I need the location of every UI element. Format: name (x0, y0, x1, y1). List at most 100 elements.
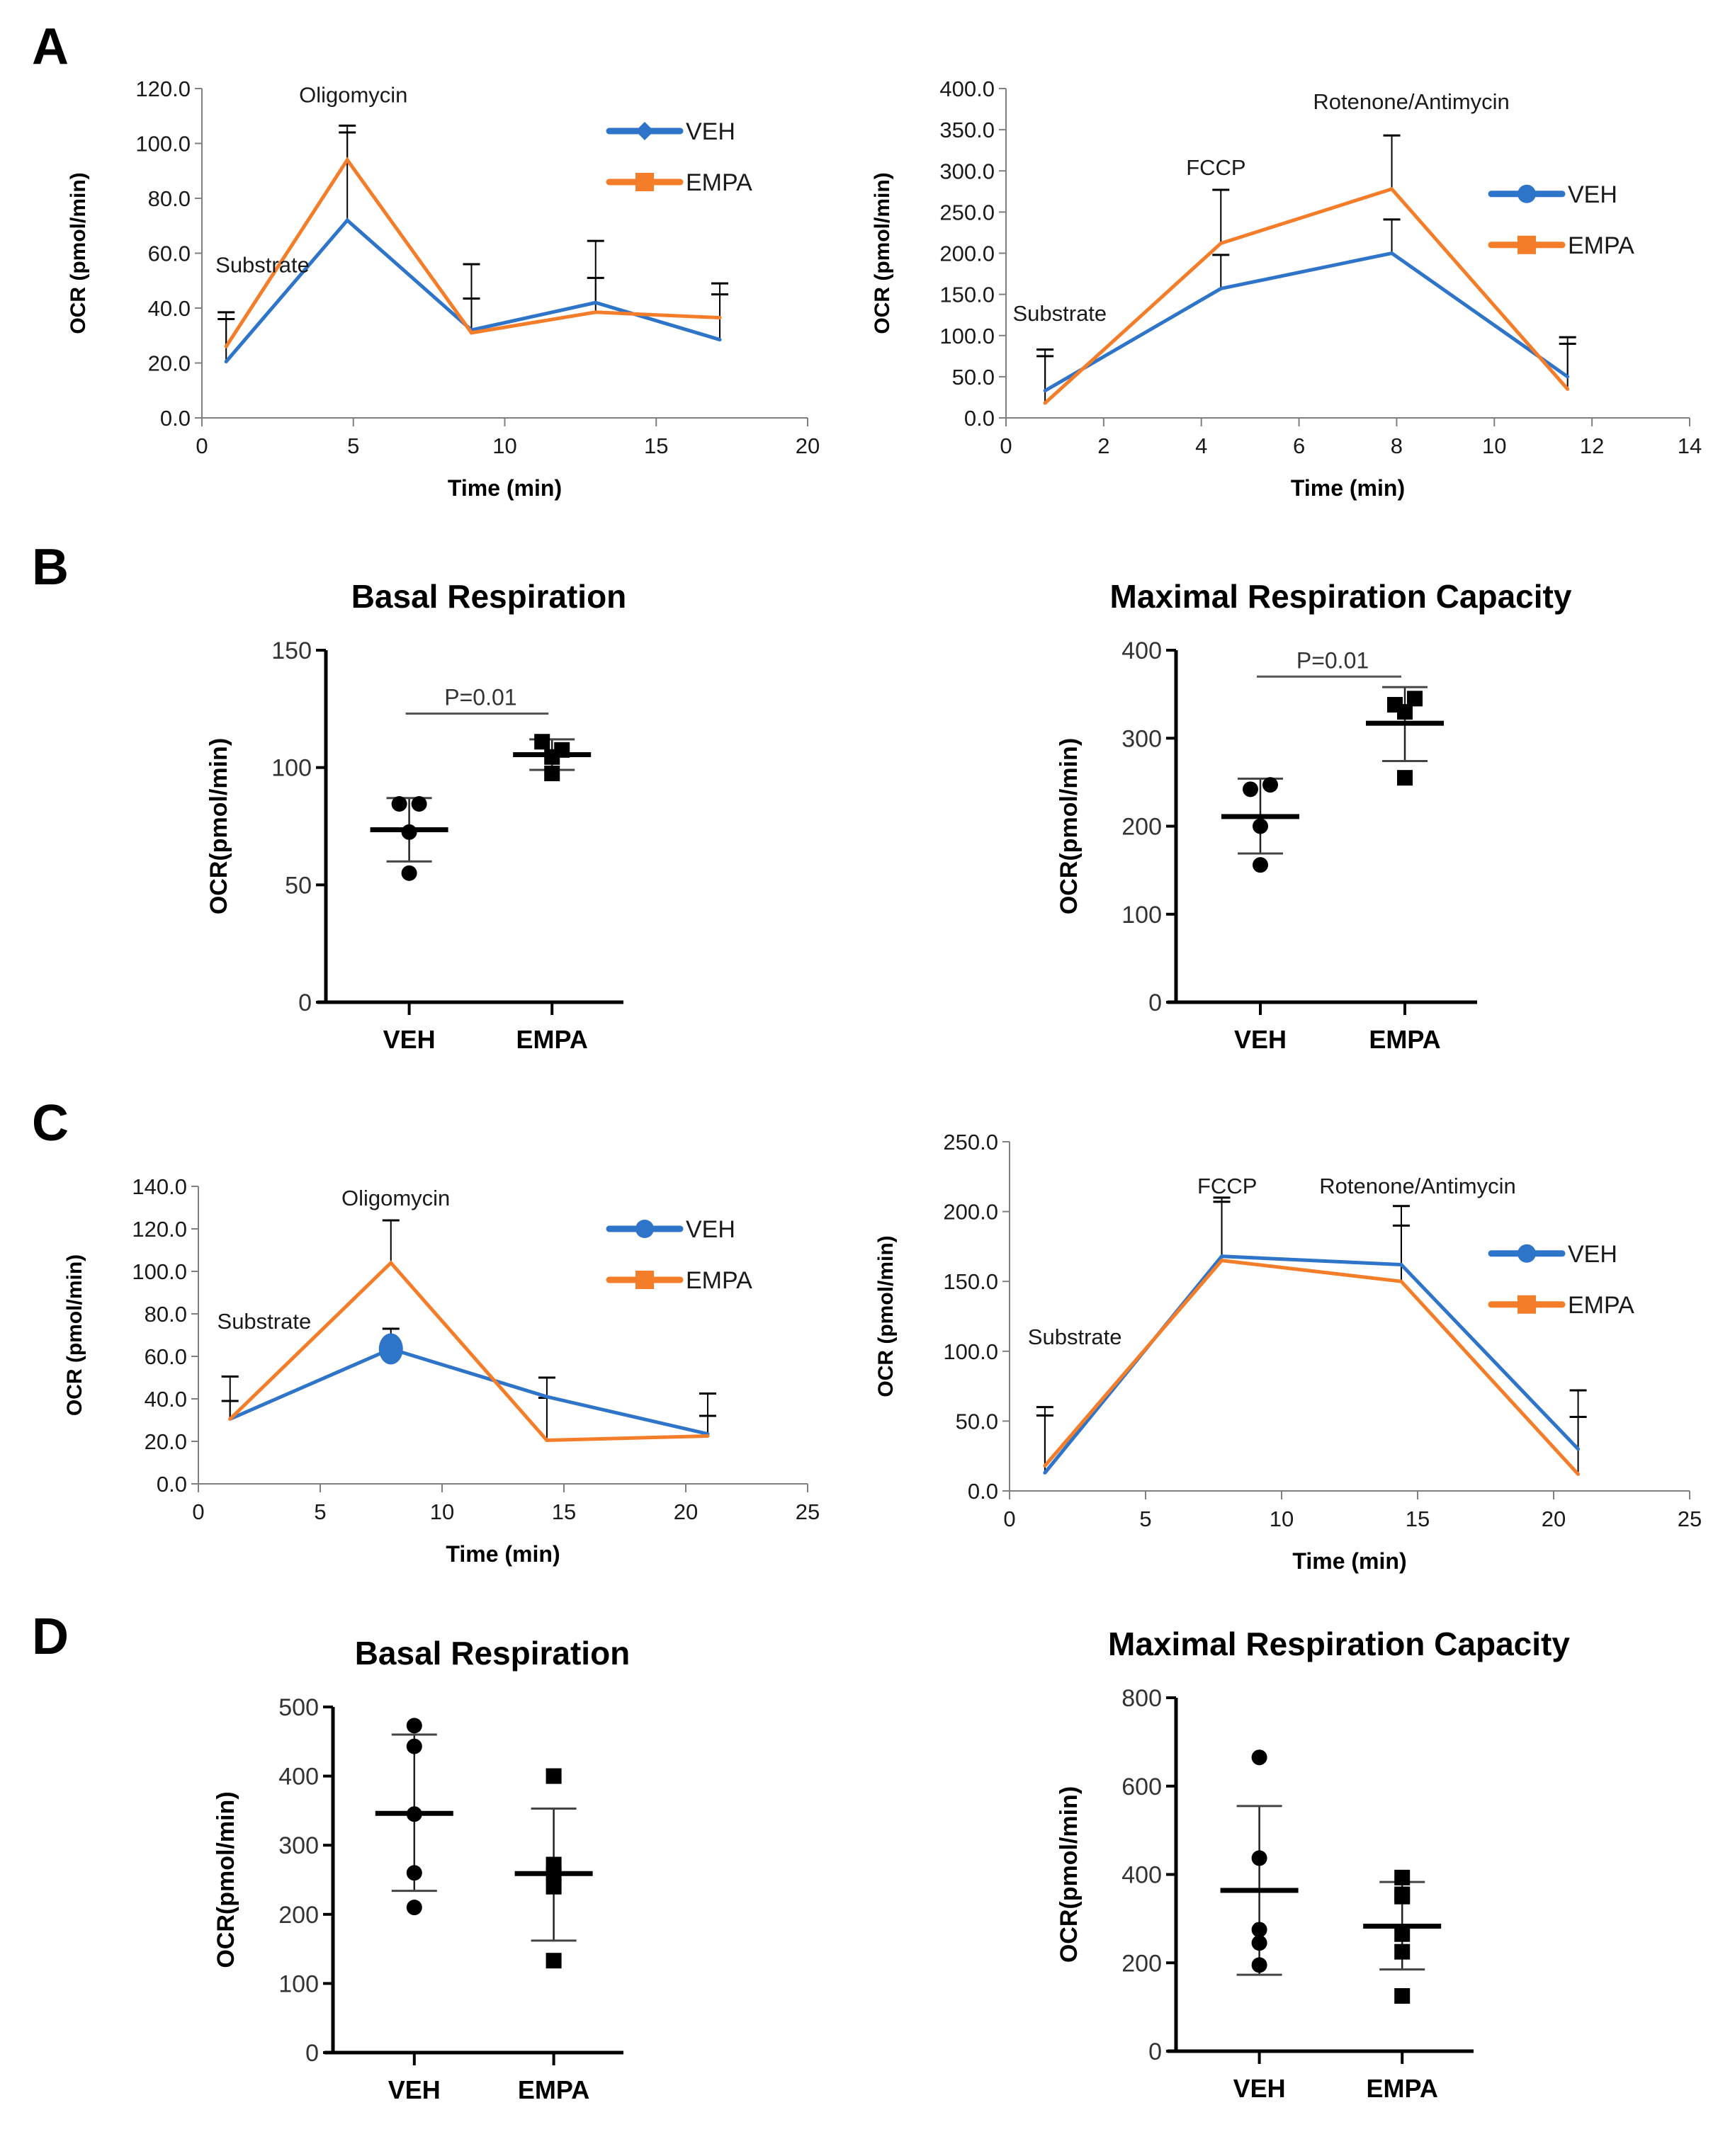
annotation-label: Substrate (1028, 1324, 1122, 1349)
data-point-veh (1399, 1263, 1403, 1267)
y-tick-label: 200 (1121, 814, 1162, 841)
data-point-veh (406, 1900, 422, 1916)
legend-marker-veh (1518, 1244, 1536, 1263)
x-tick-label: 10 (430, 1499, 454, 1524)
legend-marker-empa (635, 1271, 654, 1289)
y-tick-label: 350.0 (939, 118, 995, 142)
y-tick-label: 100.0 (132, 1259, 187, 1284)
series-line-veh (229, 1346, 708, 1436)
data-point-veh (1251, 1922, 1267, 1938)
x-axis-label: Time (min) (448, 475, 562, 501)
data-point-marker-veh (378, 1333, 403, 1365)
chart-c-left-seahorse-oligomycin: 0.0 20.0 40.0 60.0 80.0 100.0 120.0 140.0 0 5 10 15… (63, 1174, 820, 1567)
annotation-label: Oligomycin (341, 1186, 450, 1210)
y-tick-label: 250.0 (939, 200, 995, 225)
data-point-empa (594, 310, 598, 314)
y-tick-label: 20.0 (145, 1429, 187, 1454)
x-tick-label: 0 (192, 1499, 204, 1524)
data-point-empa (545, 1439, 549, 1442)
x-tick-label: 20 (796, 433, 820, 458)
data-point-veh (594, 300, 598, 305)
y-tick-label: 100 (1121, 902, 1162, 929)
data-point-empa (1390, 187, 1394, 191)
chart-c-right-seahorse-fccp: 0.0 50.0 100.0 150.0 200.0 250.0 0 5 10 15 20 25 Tim… (874, 1130, 1702, 1574)
x-tick-label: 5 (314, 1499, 326, 1524)
data-point-empa (1043, 401, 1047, 405)
annotation-label: FCCP (1197, 1174, 1257, 1198)
data-point-empa (1219, 242, 1223, 246)
data-point-veh (1253, 857, 1268, 873)
y-tick-label: 100.0 (135, 132, 191, 157)
data-point-empa (1576, 1472, 1581, 1476)
data-point-veh (1253, 818, 1268, 834)
annotation-label: Substrate (217, 1309, 312, 1334)
x-tick-label: 25 (1678, 1507, 1702, 1531)
data-point-empa (1394, 1888, 1411, 1905)
y-tick-label: 0.0 (964, 406, 995, 431)
data-point-veh (1251, 1749, 1267, 1766)
data-point-veh (391, 796, 407, 812)
category-label-empa: EMPA (516, 1025, 588, 1054)
data-point-empa (718, 316, 722, 320)
x-tick-label: 14 (1678, 433, 1702, 458)
x-tick-label: 20 (674, 1499, 698, 1524)
data-point-veh (406, 1738, 422, 1754)
category-label-veh: VEH (1234, 1025, 1287, 1054)
y-tick-label: 100.0 (939, 324, 995, 348)
data-point-empa (546, 1953, 562, 1969)
x-tick-label: 0 (196, 433, 208, 458)
legend-label-veh: VEH (686, 1216, 735, 1243)
significance-label: P=0.01 (1296, 647, 1369, 673)
data-point-veh (224, 360, 228, 364)
legend-label-empa: EMPA (686, 1267, 752, 1294)
y-tick-label: 400 (1121, 637, 1162, 664)
y-tick-label: 200.0 (939, 242, 995, 266)
chart-title: Maximal Respiration Capacity (1108, 1625, 1570, 1662)
data-point-veh (1219, 286, 1223, 290)
y-tick-label: 50.0 (956, 1409, 998, 1434)
data-point-empa (1043, 1464, 1047, 1468)
y-tick-label: 150 (271, 637, 312, 664)
y-tick-label: 800 (1121, 1685, 1162, 1712)
data-point-empa (224, 344, 228, 348)
y-tick-label: 0.0 (968, 1479, 998, 1504)
data-point-empa (534, 734, 550, 750)
data-point-empa (228, 1417, 232, 1421)
y-tick-label: 300.0 (939, 159, 995, 183)
category-label-veh: VEH (1233, 2074, 1286, 2103)
series-line-empa (228, 1260, 708, 1443)
y-tick-label: 0.0 (160, 406, 191, 431)
chart-d-left-basal-respiration: Basal Respiration 0 100 200 300 400 500 VEH EMPA… (213, 1635, 630, 2104)
y-tick-label: 60.0 (148, 242, 191, 266)
y-tick-label: 120.0 (132, 1217, 187, 1242)
data-point-veh (1043, 1470, 1047, 1475)
legend-label-veh: VEH (1568, 1241, 1617, 1268)
annotation-label: Substrate (1012, 301, 1107, 326)
chart-a-right-seahorse-fccp: 0.0 50.0 100.0 150.0 200.0 250.0 300.0 350.0 400… (871, 76, 1702, 501)
x-tick-label: 4 (1195, 433, 1207, 458)
x-tick-label: 15 (644, 433, 668, 458)
y-tick-label: 600 (1121, 1774, 1162, 1800)
data-point-veh (1262, 777, 1278, 793)
category-label-empa: EMPA (1369, 1025, 1440, 1054)
data-point-empa (469, 331, 473, 335)
y-tick-label: 400.0 (939, 76, 995, 101)
data-point-veh (1043, 389, 1047, 393)
x-tick-label: 10 (1270, 1507, 1294, 1531)
legend-label-veh: VEH (1568, 181, 1617, 208)
data-point-veh (1220, 1254, 1224, 1259)
y-tick-label: 140.0 (132, 1174, 187, 1199)
data-point-empa (544, 765, 560, 781)
panel-label-b: B (32, 539, 69, 596)
data-point-veh (401, 865, 417, 881)
legend-marker-veh (635, 122, 654, 140)
y-tick-label: 500 (278, 1694, 319, 1721)
data-point-empa (1399, 1279, 1403, 1283)
category-label-empa: EMPA (518, 2075, 589, 2104)
data-point-veh (1390, 251, 1394, 255)
y-tick-label: 200.0 (943, 1200, 998, 1225)
annotation-label: Rotenone/Antimycin (1319, 1174, 1515, 1198)
data-point-empa (546, 1878, 562, 1895)
data-point-veh (1243, 781, 1258, 798)
chart-title: Maximal Respiration Capacity (1110, 578, 1572, 615)
